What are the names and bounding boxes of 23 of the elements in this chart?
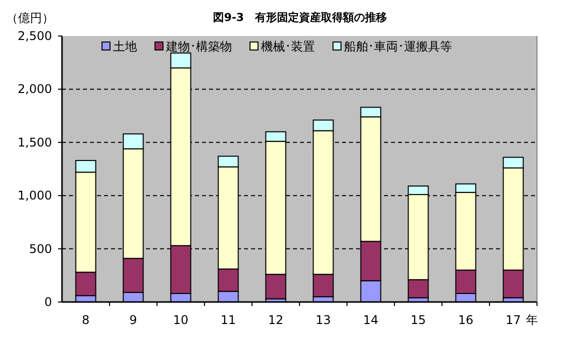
- x-tick-label: 14: [363, 313, 378, 327]
- chart-title: 図9-3 有形固定資産取得額の推移: [213, 11, 387, 24]
- x-tick-label: 12: [268, 313, 284, 327]
- legend-label: 船舶･車両･運搬具等: [344, 40, 452, 54]
- y-tick-label: 500: [29, 242, 52, 256]
- legend-label: 建物･構築物: [165, 40, 232, 54]
- legend-label: 機械･装置: [261, 40, 315, 54]
- x-axis-title: 年: [526, 313, 538, 327]
- y-tick-label: 1,500: [18, 135, 52, 150]
- y-tick-label: 2,000: [18, 82, 52, 96]
- y-tick-label: 0: [44, 295, 52, 309]
- x-tick-label: 16: [458, 313, 474, 327]
- legend-label: 土地: [113, 40, 137, 54]
- x-tick-label: 11: [220, 313, 236, 327]
- x-tick-label: 8: [82, 313, 90, 327]
- y-axis-title: （億円）: [6, 11, 54, 25]
- x-tick-label: 13: [316, 313, 331, 327]
- y-tick-label: 2,500: [18, 29, 52, 43]
- x-tick-label: 15: [410, 313, 426, 327]
- x-tick-label: 9: [129, 313, 138, 327]
- x-tick-label: 17: [506, 313, 521, 327]
- y-tick-label: 1,000: [18, 188, 52, 203]
- x-tick-label: 10: [173, 313, 188, 327]
